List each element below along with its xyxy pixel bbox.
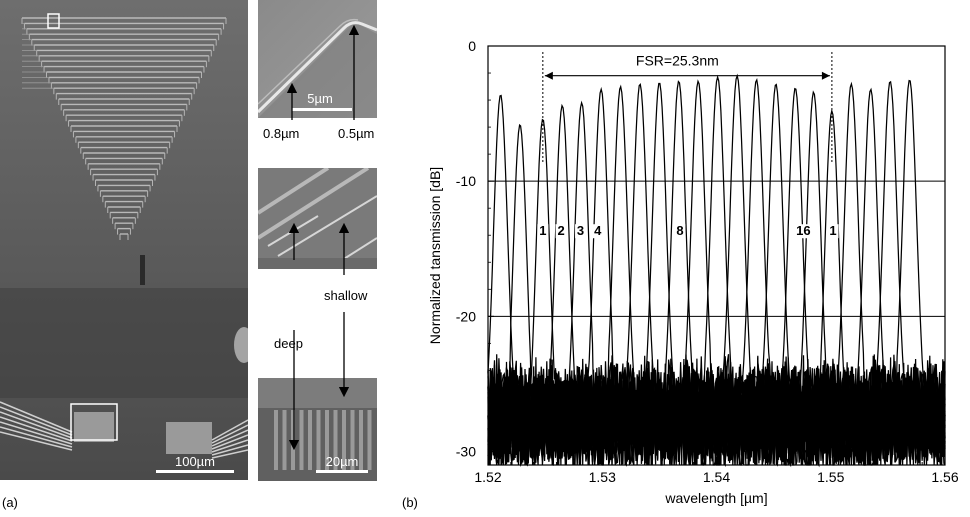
sem-main-image: 100µm (0, 0, 248, 480)
channel-spectrum-20 (487, 87, 946, 468)
deep-label: deep (274, 336, 303, 351)
bottom-scale-bar (316, 470, 368, 473)
panel-a-label: (a) (2, 495, 18, 510)
peak-label-1: 2 (558, 223, 565, 238)
bottom-scale-text: 20µm (326, 454, 359, 469)
x-tick-label-2: 1.54 (703, 469, 730, 485)
x-ticks: 1.52 1.53 1.54 1.55 1.56 (474, 459, 959, 485)
channel-spectrum-21 (487, 80, 946, 466)
sem-top-image: 5µm (258, 0, 377, 118)
peak-label-6: 1 (829, 223, 836, 238)
peak-label-5: 16 (796, 223, 810, 238)
main-scale-bar (156, 470, 234, 473)
peak-label-bg-3 (592, 224, 604, 239)
fsr-annotation: FSR=25.3nm (542, 52, 833, 163)
x-tick-label-0: 1.52 (474, 469, 501, 485)
sem-bottom-image: 20µm (258, 378, 377, 481)
sem-middle-image (258, 168, 377, 269)
peak-label-3: 4 (594, 223, 602, 238)
taper-waveguide-array (21, 17, 227, 285)
y-tick-label-1: -10 (456, 173, 476, 189)
transmission-chart: 1.52 1.53 1.54 1.55 1.56 0 -10 -20 -30 FSR=25.3… (427, 38, 959, 506)
zoom-marker-top (47, 13, 60, 29)
peak-label-2: 3 (577, 223, 584, 238)
x-tick-label-1: 1.53 (589, 469, 616, 485)
peak-labels: 1 2 3 4 8 16 1 (537, 223, 839, 239)
x-tick-label-4: 1.56 (931, 469, 958, 485)
sem-background (0, 0, 248, 480)
spectra-lines (487, 73, 946, 468)
width-right-label: 0.5µm (338, 126, 375, 141)
panel-b-label: (b) (402, 495, 418, 510)
peak-label-bg-6 (827, 224, 839, 239)
peak-label-4: 8 (676, 223, 683, 238)
peak-label-bg-0 (537, 224, 549, 239)
x-tick-label-3: 1.55 (817, 469, 844, 485)
dark-band (0, 288, 248, 398)
width-left-label: 0.8µm (263, 126, 300, 141)
peak-label-bg-5 (793, 224, 814, 239)
fsr-arrow-right-head (821, 71, 830, 80)
edge-particle (234, 327, 248, 363)
top-scale-bar (292, 108, 352, 111)
grating-pads (0, 401, 248, 459)
peak-label-bg-4 (674, 224, 686, 239)
y-tick-label-2: -20 (456, 308, 476, 324)
fsr-arrow-left-head (544, 71, 553, 80)
channel-spectrum-22 (487, 79, 946, 465)
y-tick-label-0: 0 (468, 38, 476, 54)
top-scale-text: 5µm (307, 91, 333, 106)
main-scale-text: 100µm (175, 454, 215, 469)
zoom-marker-bottom (70, 403, 118, 441)
y-tick-label-3: -30 (456, 443, 476, 459)
y-axis-label: Normalized tansmission [dB] (427, 167, 443, 344)
peak-label-bg-2 (575, 224, 587, 239)
y-ticks: 0 -10 -20 -30 (456, 38, 494, 459)
peak-label-0: 1 (539, 223, 546, 238)
sem-annotations (286, 24, 360, 451)
chart-gridlines (488, 180, 945, 317)
fsr-label: FSR=25.3nm (636, 53, 719, 69)
shallow-label: shallow (324, 288, 368, 303)
peak-label-bg-1 (555, 224, 567, 239)
x-axis-label: wavelength [µm] (664, 490, 767, 506)
